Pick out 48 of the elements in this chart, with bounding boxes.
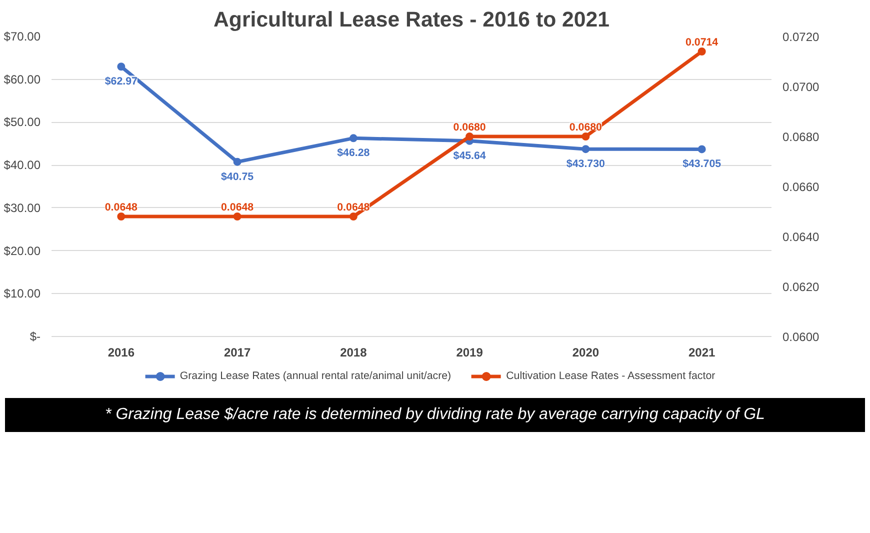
data-label: 0.0648 xyxy=(104,202,138,214)
x-tick-label: 2016 xyxy=(108,346,135,360)
data-label: $43.730 xyxy=(566,158,606,170)
y-tick-label: $70.00 xyxy=(4,30,41,44)
y-tick-label: $60.00 xyxy=(4,72,41,86)
data-label: 0.0648 xyxy=(337,202,370,214)
y-tick-label: $50.00 xyxy=(4,115,41,130)
point xyxy=(698,145,706,154)
y2-tick-label: 0.0700 xyxy=(782,80,820,94)
y-tick-label: $40.00 xyxy=(4,158,41,172)
data-label: 0.0680 xyxy=(569,122,602,134)
point xyxy=(117,62,126,71)
point xyxy=(582,132,590,140)
data-label: $62.97 xyxy=(104,76,138,88)
y2-tick-label: 0.0600 xyxy=(782,330,820,344)
legend-label: Grazing Lease Rates (annual rental rate/animal unit/acre) xyxy=(180,370,452,382)
point xyxy=(349,212,358,220)
point xyxy=(349,134,358,142)
point xyxy=(233,212,242,220)
data-label: 0.0648 xyxy=(221,202,254,214)
legend-label: Cultivation Lease Rates - Assessment factor xyxy=(506,370,716,382)
point xyxy=(582,145,590,154)
y-tick-label: $10.00 xyxy=(4,286,41,301)
y-tick-label: $- xyxy=(30,330,41,344)
data-label: $43.705 xyxy=(682,158,722,170)
data-label: $45.64 xyxy=(453,150,486,162)
point xyxy=(233,158,242,166)
y2-tick-label: 0.0620 xyxy=(782,280,820,294)
y2-tick-label: 0.0680 xyxy=(782,130,820,144)
y-tick-label: $30.00 xyxy=(4,200,41,215)
x-tick-label: 2017 xyxy=(224,346,251,360)
text: * Grazing Lease $/acre rate is determined by dividing rate by average carrying capacity of GL xyxy=(105,405,765,425)
x-tick-label: 2019 xyxy=(456,346,484,360)
x-tick-label: 2018 xyxy=(340,346,368,360)
x-tick-label: 2020 xyxy=(572,346,600,360)
data-label: 0.0714 xyxy=(686,36,718,48)
y2-tick-label: 0.0720 xyxy=(782,30,820,44)
data-label: $46.28 xyxy=(337,147,370,160)
y2-tick-label: 0.0640 xyxy=(782,230,820,244)
data-label: $40.75 xyxy=(221,170,254,183)
y-tick-label: $20.00 xyxy=(4,244,41,258)
chart-title: Agricultural Lease Rates - 2016 to 2021 xyxy=(214,8,610,32)
x-tick-label: 2021 xyxy=(688,346,716,360)
point xyxy=(698,48,706,56)
y2-tick-label: 0.0660 xyxy=(782,180,820,194)
point xyxy=(466,132,474,140)
point xyxy=(117,212,126,220)
data-label: 0.0680 xyxy=(453,122,486,134)
